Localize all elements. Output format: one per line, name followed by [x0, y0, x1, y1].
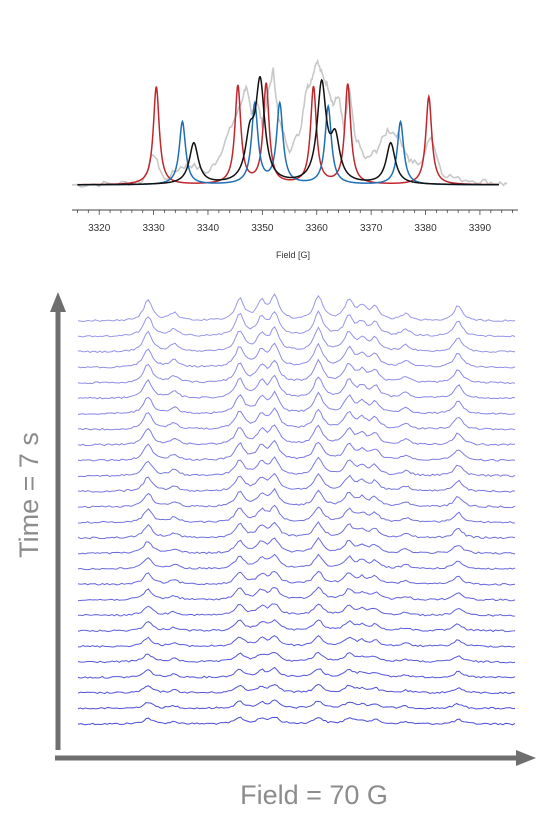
time-trace-22: [77, 358, 516, 385]
time-trace-5: [78, 635, 516, 648]
time-trace-13: [77, 504, 516, 524]
spectrum-series-2: [77, 100, 499, 186]
epr-spectrum-chart: 3320 3330 3340 3350 3360 3370 3380 3390 Field […: [71, 58, 518, 260]
time-trace-2: [77, 683, 516, 695]
time-trace-10: [77, 553, 516, 571]
spectrum-series-1: [77, 82, 499, 186]
time-trace-6: [77, 619, 516, 633]
time-trace-1: [77, 699, 516, 710]
time-trace-7: [77, 603, 516, 617]
x-axis-ticks: [77, 210, 513, 215]
time-trace-14: [77, 487, 516, 509]
time-axis-arrowhead: [50, 292, 66, 312]
time-axis-label: Time = 7 s: [14, 432, 44, 558]
time-trace-4: [77, 651, 516, 664]
spectrum-series-0: [71, 58, 508, 188]
x-axis-title: Field [G]: [276, 250, 310, 260]
field-axis-label: Field = 70 G: [240, 780, 388, 810]
time-trace-0: [77, 716, 516, 726]
spectrum-traces: [71, 58, 508, 188]
field-axis-arrowhead: [516, 750, 536, 766]
x-tick-label: 3320: [88, 223, 111, 234]
spectrum-series-3: [77, 75, 499, 186]
time-series-stack-chart: Time = 7 s Field = 70 G: [14, 292, 536, 810]
time-trace-24: [77, 325, 516, 354]
time-trace-23: [77, 342, 516, 369]
time-trace-19: [77, 407, 516, 431]
time-trace-26: [77, 293, 516, 322]
x-tick-label: 3350: [251, 223, 274, 234]
time-trace-21: [77, 374, 516, 400]
stacked-traces: [77, 293, 516, 726]
time-trace-18: [77, 424, 516, 447]
time-trace-16: [77, 456, 516, 478]
time-trace-3: [77, 666, 516, 679]
time-trace-15: [77, 472, 516, 493]
time-trace-17: [77, 439, 516, 462]
time-trace-25: [77, 310, 516, 338]
x-tick-labels: 3320 3330 3340 3350 3360 3370 3380 3390: [88, 223, 491, 234]
time-trace-9: [77, 570, 516, 586]
time-trace-8: [77, 586, 516, 602]
x-tick-label: 3360: [306, 223, 329, 234]
x-tick-label: 3340: [197, 223, 220, 234]
time-trace-11: [77, 537, 516, 555]
x-tick-label: 3330: [142, 223, 165, 234]
x-tick-label: 3380: [414, 223, 437, 234]
x-tick-label: 3370: [360, 223, 383, 234]
time-trace-12: [77, 521, 516, 540]
time-trace-20: [77, 390, 516, 415]
x-tick-label: 3390: [469, 223, 492, 234]
